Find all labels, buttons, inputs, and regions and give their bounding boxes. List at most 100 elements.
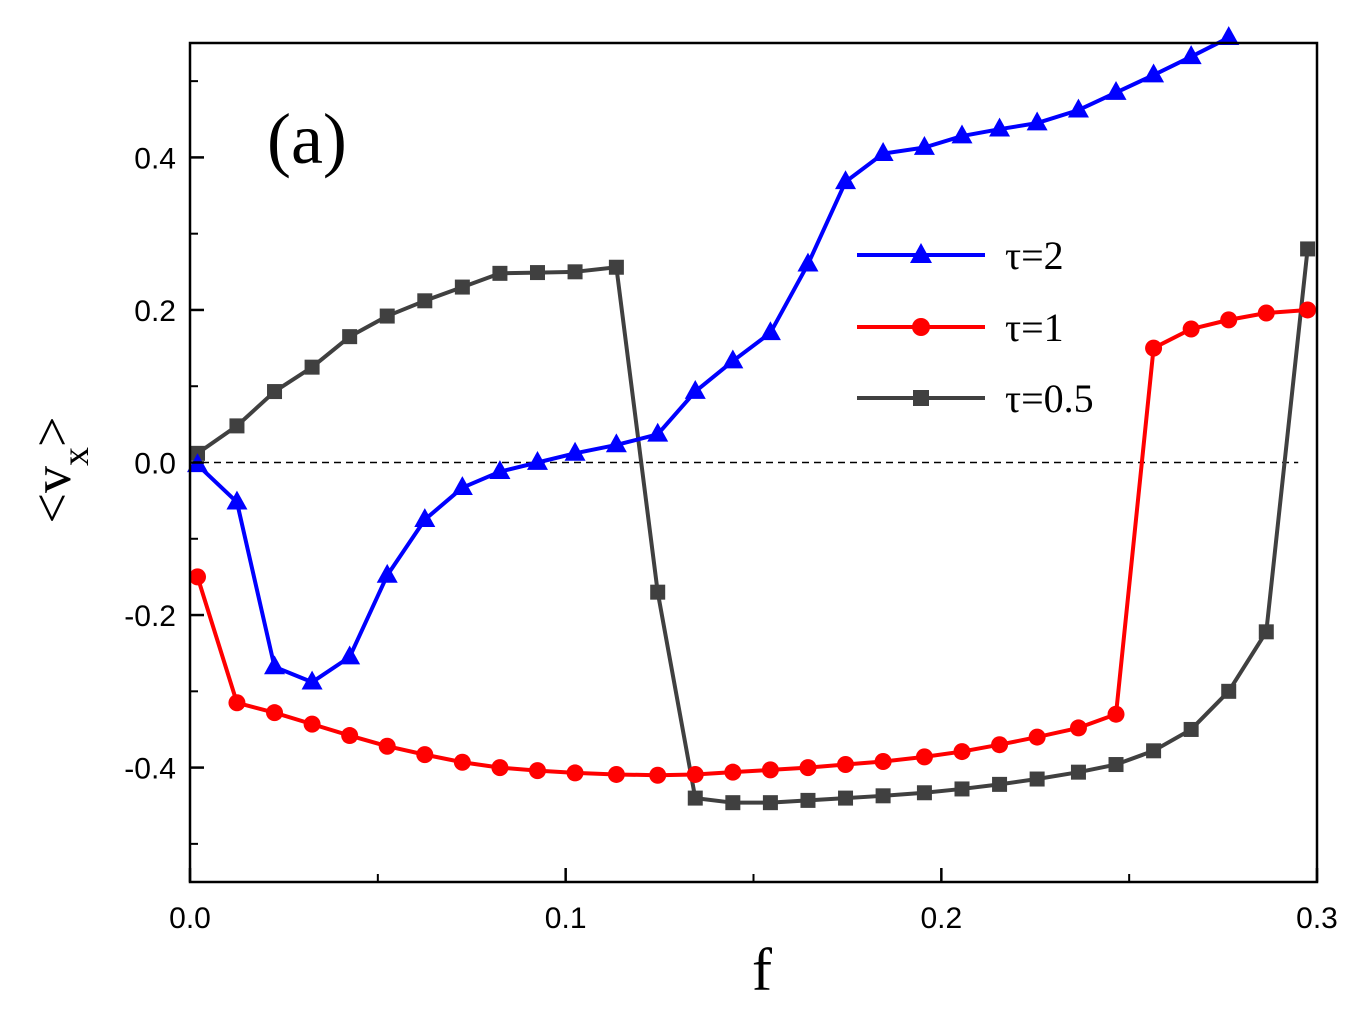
data-point-circle (1182, 320, 1200, 338)
legend-entry-tau-2: τ=2 (857, 233, 1064, 278)
data-point-square (1300, 241, 1316, 257)
data-point-triangle (989, 117, 1011, 137)
data-point-square (800, 792, 816, 808)
data-point-circle (1220, 311, 1238, 329)
data-point-square (1183, 721, 1199, 737)
data-point-triangle (951, 124, 973, 144)
data-point-circle (607, 765, 625, 783)
data-point-triangle (1143, 63, 1165, 83)
data-point-square (267, 384, 283, 400)
series-circle (189, 301, 1317, 784)
data-point-square (762, 795, 778, 811)
data-point-circle (228, 694, 246, 712)
data-point-triangle (835, 170, 857, 190)
legend-marker-tau-0-5 (913, 390, 929, 406)
data-point-circle (266, 704, 284, 722)
data-point-triangle (722, 349, 744, 369)
data-point-square (1029, 771, 1045, 787)
data-point-square (916, 785, 932, 801)
data-point-triangle (872, 142, 894, 161)
data-point-circle (915, 748, 933, 766)
data-point-square (417, 293, 433, 309)
data-point-square (342, 329, 358, 345)
data-point-triangle (1026, 111, 1048, 131)
data-point-circle (799, 759, 817, 777)
data-point-square (1070, 764, 1086, 780)
data-point-square (650, 584, 666, 600)
data-point-triangle (489, 460, 511, 480)
data-point-square (875, 788, 891, 804)
data-point-circle (761, 761, 779, 779)
data-point-circle (303, 715, 321, 733)
y-tick-label: 0.2 (134, 295, 176, 328)
y-tick-label: -0.2 (124, 600, 176, 633)
x-axis-title: f (752, 937, 772, 1003)
data-point-square (379, 308, 395, 324)
legend-marker-tau-2 (910, 243, 932, 263)
data-point-circle (528, 762, 546, 780)
data-point-square (687, 790, 703, 806)
data-point-circle (1299, 301, 1317, 319)
data-point-square (454, 279, 470, 295)
data-point-triangle (301, 670, 323, 690)
data-point-square (1146, 743, 1162, 759)
legend-label-tau-1: τ=1 (1005, 305, 1064, 350)
panel-label: (a) (267, 99, 347, 179)
data-point-circle (1028, 728, 1046, 746)
data-point-circle (453, 753, 471, 771)
data-point-triangle (414, 508, 436, 528)
data-point-circle (724, 763, 742, 781)
data-point-square (725, 795, 741, 811)
y-axis-title-close: > (22, 417, 82, 447)
x-tick-label: 0.1 (545, 902, 587, 935)
y-axis-title-subscript: x (55, 447, 97, 466)
series-square (190, 241, 1316, 811)
data-point-triangle (797, 252, 819, 272)
legend-label-tau-2: τ=2 (1005, 233, 1064, 278)
data-point-circle (686, 765, 704, 783)
data-point-square (1221, 683, 1237, 699)
data-point-square (1108, 757, 1124, 773)
data-point-square (608, 259, 624, 275)
data-point-square (838, 790, 854, 806)
legend-marker-tau-1 (912, 318, 930, 336)
data-point-triangle (1218, 26, 1240, 46)
data-point-circle (566, 764, 584, 782)
data-point-triangle (526, 450, 548, 470)
y-axis-title: <vx> (22, 417, 97, 524)
data-point-triangle (564, 441, 586, 461)
data-point-triangle (226, 490, 248, 510)
data-point-triangle (647, 422, 669, 442)
data-point-circle (189, 568, 207, 586)
data-point-circle (1069, 719, 1087, 737)
data-point-square (1258, 624, 1274, 640)
legend: τ=2 τ=1 τ=0.5 (857, 233, 1094, 421)
data-point-triangle (684, 380, 706, 399)
data-point-square (492, 265, 508, 281)
y-tick-label: -0.4 (124, 753, 176, 786)
data-point-circle (1257, 304, 1275, 322)
data-point-triangle (1105, 81, 1127, 100)
legend-entry-tau-1: τ=1 (857, 305, 1064, 350)
y-tick-label: 0.4 (134, 142, 176, 175)
data-point-triangle (605, 433, 627, 453)
data-point-circle (416, 746, 434, 764)
data-point-triangle (913, 135, 935, 155)
data-point-circle (837, 756, 855, 774)
data-point-circle (991, 736, 1009, 754)
y-axis-title-main: <v (22, 466, 82, 523)
data-point-circle (953, 743, 971, 761)
data-point-circle (649, 766, 667, 784)
data-point-circle (874, 752, 892, 770)
data-point-triangle (1180, 45, 1202, 65)
series-triangle (187, 26, 1240, 690)
tick-layer: 0.0 0.1 0.2 0.3 -0.4 -0.2 0.0 0.2 0.4 (124, 80, 1338, 935)
series-line-triangle (196, 35, 1230, 685)
data-point-circle (491, 759, 509, 777)
data-point-square (229, 418, 245, 434)
data-point-triangle (1067, 98, 1089, 118)
legend-entry-tau-0-5: τ=0.5 (857, 376, 1094, 421)
data-point-square (567, 264, 583, 280)
y-axis-title-text: <vx> (22, 417, 97, 524)
